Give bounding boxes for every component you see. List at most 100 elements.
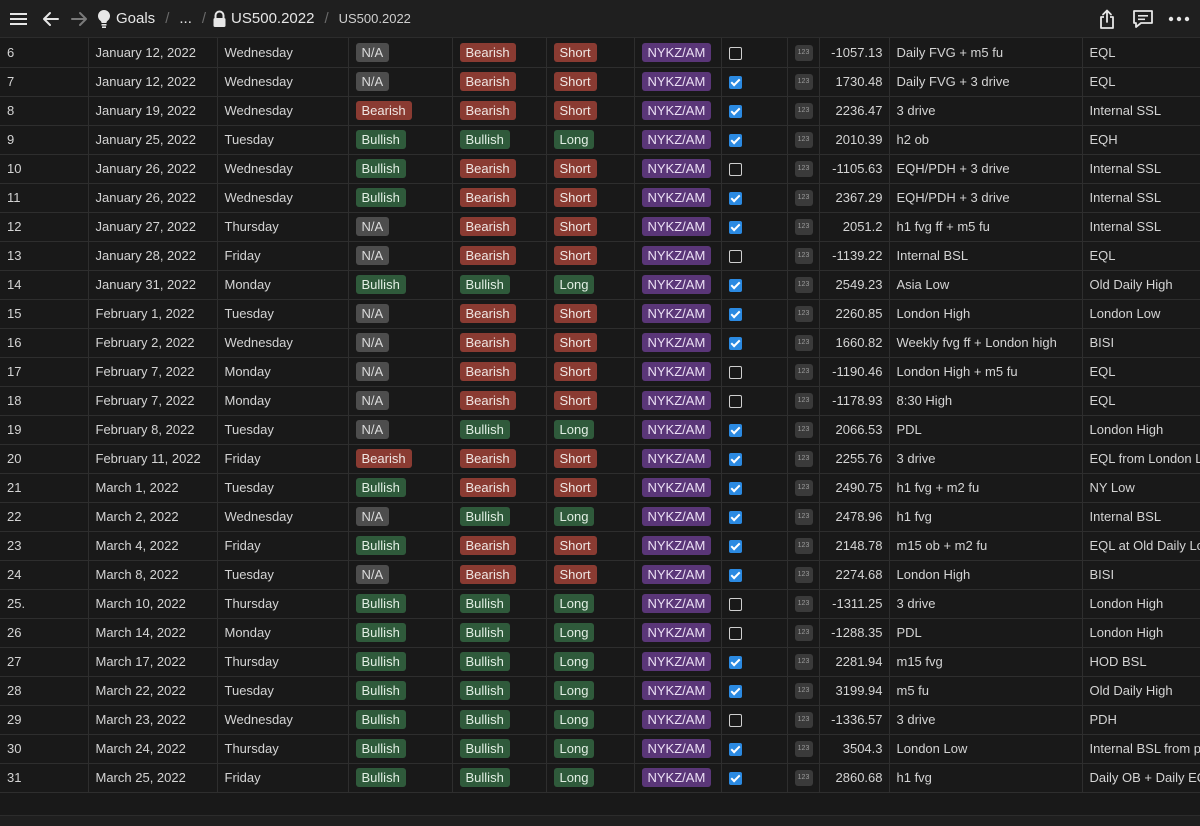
- checkbox-unchecked[interactable]: [729, 714, 742, 727]
- cell-checkbox[interactable]: [721, 589, 787, 618]
- cell-bias[interactable]: Bullish: [348, 618, 452, 647]
- cell-daily-bias[interactable]: Bearish: [452, 96, 546, 125]
- cell-target[interactable]: London High: [1082, 618, 1200, 647]
- cell-trade-number[interactable]: 18: [0, 386, 88, 415]
- breadcrumb-view[interactable]: US500.2022: [335, 11, 415, 26]
- cell-date[interactable]: February 11, 2022: [88, 444, 217, 473]
- cell-bias[interactable]: Bearish: [348, 444, 452, 473]
- cell-session[interactable]: NYKZ/AM: [634, 183, 721, 212]
- cell-bias[interactable]: N/A: [348, 357, 452, 386]
- cell-bias[interactable]: N/A: [348, 212, 452, 241]
- cell-date[interactable]: January 26, 2022: [88, 154, 217, 183]
- cell-trade-number[interactable]: 20: [0, 444, 88, 473]
- cell-date[interactable]: March 2, 2022: [88, 502, 217, 531]
- cell-trade-number[interactable]: 9: [0, 125, 88, 154]
- cell-trade-number[interactable]: 27: [0, 647, 88, 676]
- cell-bias[interactable]: Bullish: [348, 531, 452, 560]
- cell-target[interactable]: EQL: [1082, 67, 1200, 96]
- cell-trade-number[interactable]: 19: [0, 415, 88, 444]
- cell-direction[interactable]: Long: [546, 270, 634, 299]
- cell-session[interactable]: NYKZ/AM: [634, 386, 721, 415]
- cell-session[interactable]: NYKZ/AM: [634, 328, 721, 357]
- cell-day[interactable]: Tuesday: [217, 299, 348, 328]
- cell-date[interactable]: January 27, 2022: [88, 212, 217, 241]
- cell-setup[interactable]: h1 fvg + m2 fu: [889, 473, 1082, 502]
- cell-checkbox[interactable]: [721, 154, 787, 183]
- cell-trade-number[interactable]: 29: [0, 705, 88, 734]
- cell-pnl[interactable]: 3504.3: [819, 734, 889, 763]
- cell-setup[interactable]: m15 ob + m2 fu: [889, 531, 1082, 560]
- cell-daily-bias[interactable]: Bullish: [452, 734, 546, 763]
- cell-session[interactable]: NYKZ/AM: [634, 734, 721, 763]
- cell-pnl[interactable]: 2549.23: [819, 270, 889, 299]
- cell-bias[interactable]: N/A: [348, 560, 452, 589]
- checkbox-checked[interactable]: [729, 772, 742, 785]
- cell-setup[interactable]: London High: [889, 560, 1082, 589]
- cell-direction[interactable]: Short: [546, 386, 634, 415]
- cell-checkbox[interactable]: [721, 705, 787, 734]
- cell-daily-bias[interactable]: Bullish: [452, 618, 546, 647]
- cell-target[interactable]: Daily OB + Daily EQ: [1082, 763, 1200, 792]
- cell-bias[interactable]: Bullish: [348, 763, 452, 792]
- cell-pnl[interactable]: 2010.39: [819, 125, 889, 154]
- cell-checkbox[interactable]: [721, 415, 787, 444]
- cell-target[interactable]: EQL from London L: [1082, 444, 1200, 473]
- cell-target[interactable]: London High: [1082, 589, 1200, 618]
- cell-daily-bias[interactable]: Bearish: [452, 473, 546, 502]
- cell-setup[interactable]: m15 fvg: [889, 647, 1082, 676]
- cell-checkbox[interactable]: [721, 531, 787, 560]
- cell-direction[interactable]: Long: [546, 705, 634, 734]
- cell-pnl[interactable]: 1730.48: [819, 67, 889, 96]
- cell-day[interactable]: Monday: [217, 357, 348, 386]
- cell-trade-number[interactable]: 15: [0, 299, 88, 328]
- cell-bias[interactable]: Bullish: [348, 125, 452, 154]
- cell-direction[interactable]: Long: [546, 502, 634, 531]
- cell-day[interactable]: Wednesday: [217, 328, 348, 357]
- cell-session[interactable]: NYKZ/AM: [634, 676, 721, 705]
- cell-bias[interactable]: Bullish: [348, 705, 452, 734]
- cell-checkbox[interactable]: [721, 270, 787, 299]
- cell-target[interactable]: PDH: [1082, 705, 1200, 734]
- cell-session[interactable]: NYKZ/AM: [634, 415, 721, 444]
- cell-target[interactable]: EQL: [1082, 357, 1200, 386]
- menu-icon[interactable]: [6, 6, 32, 32]
- cell-daily-bias[interactable]: Bullish: [452, 647, 546, 676]
- cell-day[interactable]: Tuesday: [217, 473, 348, 502]
- checkbox-unchecked[interactable]: [729, 366, 742, 379]
- comment-icon[interactable]: [1130, 6, 1156, 32]
- cell-date[interactable]: February 8, 2022: [88, 415, 217, 444]
- cell-trade-number[interactable]: 6: [0, 38, 88, 67]
- cell-daily-bias[interactable]: Bullish: [452, 676, 546, 705]
- cell-target[interactable]: Old Daily High: [1082, 676, 1200, 705]
- cell-checkbox[interactable]: [721, 38, 787, 67]
- cell-date[interactable]: January 25, 2022: [88, 125, 217, 154]
- cell-day[interactable]: Monday: [217, 618, 348, 647]
- cell-target[interactable]: EQL: [1082, 386, 1200, 415]
- cell-direction[interactable]: Short: [546, 357, 634, 386]
- cell-day[interactable]: Thursday: [217, 589, 348, 618]
- cell-pnl[interactable]: 3199.94: [819, 676, 889, 705]
- cell-date[interactable]: February 2, 2022: [88, 328, 217, 357]
- cell-checkbox[interactable]: [721, 357, 787, 386]
- cell-daily-bias[interactable]: Bearish: [452, 531, 546, 560]
- cell-direction[interactable]: Long: [546, 589, 634, 618]
- cell-day[interactable]: Tuesday: [217, 560, 348, 589]
- cell-bias[interactable]: N/A: [348, 38, 452, 67]
- cell-trade-number[interactable]: 26: [0, 618, 88, 647]
- breadcrumb-database[interactable]: US500.2022: [227, 10, 318, 27]
- cell-trade-number[interactable]: 22: [0, 502, 88, 531]
- cell-checkbox[interactable]: [721, 241, 787, 270]
- cell-bias[interactable]: Bullish: [348, 270, 452, 299]
- cell-trade-number[interactable]: 14: [0, 270, 88, 299]
- cell-pnl[interactable]: 2860.68: [819, 763, 889, 792]
- cell-session[interactable]: NYKZ/AM: [634, 357, 721, 386]
- cell-session[interactable]: NYKZ/AM: [634, 67, 721, 96]
